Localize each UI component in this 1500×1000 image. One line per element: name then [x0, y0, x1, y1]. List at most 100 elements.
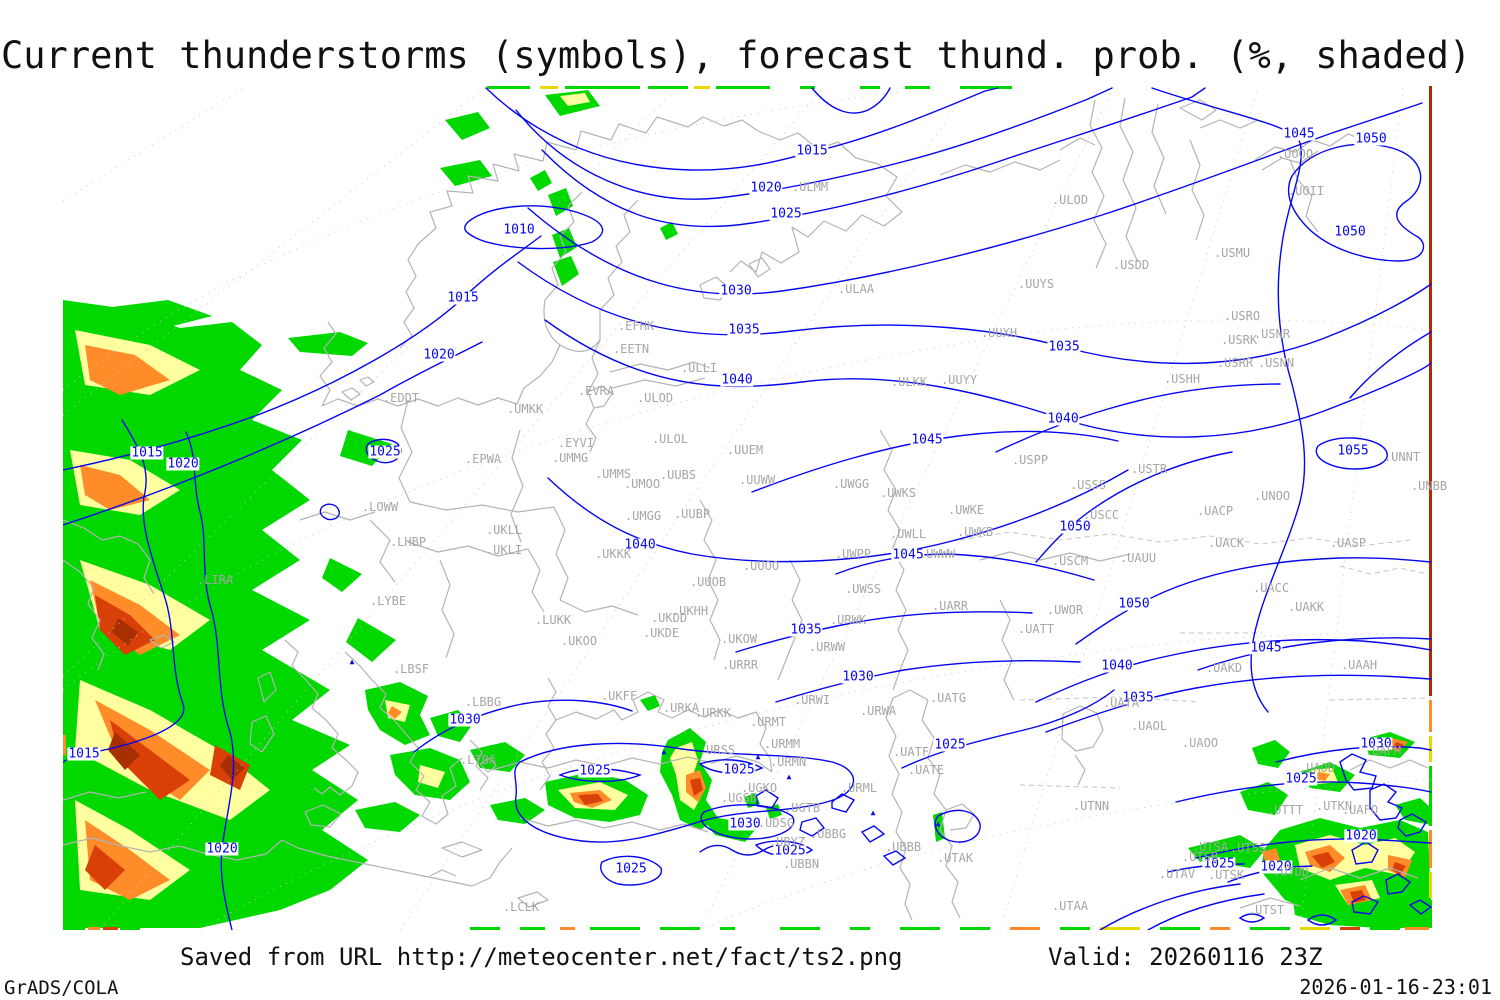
thunderstorm-symbol: ▲: [786, 772, 792, 781]
isobar-label: 1020: [422, 347, 456, 363]
station-label: .LUKK: [534, 613, 572, 627]
station-label: .UWPP: [834, 547, 872, 561]
station-label: .USDD: [1112, 258, 1150, 272]
station-label: .EETN: [612, 342, 650, 356]
station-label: .URMT: [749, 715, 787, 729]
station-label: .UKOO: [560, 634, 598, 648]
station-label: .UTAK: [936, 851, 974, 865]
station-label: .UGTB: [783, 801, 821, 815]
station-label: .UUOO: [742, 559, 780, 573]
station-label: .UAUU: [1119, 551, 1157, 565]
grads-credit: GrADS/COLA: [4, 977, 119, 999]
station-label: .UGSB: [720, 791, 758, 805]
station-label: .UUYY: [940, 373, 978, 387]
station-label: .EVRA: [577, 384, 615, 398]
isobar-label: 1025: [1284, 771, 1318, 787]
isobar-label: 1040: [720, 372, 754, 388]
station-label: .UUBP: [673, 507, 711, 521]
station-label: .UTST: [1247, 903, 1285, 917]
isobar-label: 1040: [1046, 411, 1080, 427]
station-label: .UUBS: [659, 468, 697, 482]
station-label: .UKHH: [671, 604, 709, 618]
station-label: .UWGG: [832, 477, 870, 491]
isobar-label: 1035: [1047, 339, 1081, 355]
station-label: .URKK: [694, 706, 732, 720]
isobar-label: 1035: [727, 322, 761, 338]
isobar-label: 1050: [1117, 596, 1151, 612]
station-label: .URMM: [763, 737, 801, 751]
station-label: .UBBG: [809, 827, 847, 841]
station-label: .URMN: [769, 755, 807, 769]
station-label: .UMOO: [623, 477, 661, 491]
isobar-label: 1015: [795, 143, 829, 159]
station-label: .UASP: [1329, 536, 1367, 550]
station-label: .UDSG: [757, 816, 795, 830]
footer-source-url: Saved from URL http://meteocenter.net/fa…: [180, 943, 903, 971]
station-label: .UWLL: [889, 527, 927, 541]
station-label: .URML: [840, 781, 878, 795]
station-label: .UWWW: [918, 547, 956, 561]
station-label: .UACC: [1252, 581, 1290, 595]
station-label: .LTBA: [459, 753, 497, 767]
isobar-label: 1035: [789, 622, 823, 638]
isobar-label: 1020: [749, 180, 783, 196]
station-label: .UTSS: [1229, 841, 1267, 855]
thunderstorm-symbol: ▲: [935, 819, 941, 828]
station-label: .UAOL: [1130, 719, 1168, 733]
station-label: .UAFO: [1341, 803, 1379, 817]
isobar-label: 1040: [623, 537, 657, 553]
station-label: .ULMM: [791, 180, 829, 194]
dashed-borders: [959, 531, 1432, 789]
station-label: .UBBB: [884, 840, 922, 854]
station-label: .URWI: [793, 693, 831, 707]
station-label: .UARR: [931, 599, 969, 613]
graticule: [63, 87, 1432, 930]
station-label: .ULAA: [837, 282, 875, 296]
station-label: .UTDD: [1272, 865, 1310, 879]
station-label: .UACK: [1207, 536, 1245, 550]
station-label: .UMGG: [624, 509, 662, 523]
isobar-label: 1020: [205, 841, 239, 857]
station-label: .EPWA: [464, 452, 502, 466]
station-label: .UATG: [929, 691, 967, 705]
station-label: .UKOW: [720, 632, 758, 646]
station-label: .UTAA: [1051, 899, 1089, 913]
station-label: .UKDD: [650, 611, 688, 625]
isobar-label: 1030: [841, 669, 875, 685]
station-label: .URWA: [859, 704, 897, 718]
isobar-label: 1030: [728, 816, 762, 832]
station-label: .ULOD: [1051, 193, 1089, 207]
station-label: .LBBG: [464, 695, 502, 709]
station-label: .UNOO: [1253, 489, 1291, 503]
isobar-label: 1025: [722, 762, 756, 778]
station-label: .UBBN: [782, 857, 820, 871]
station-label: .URKA: [662, 701, 700, 715]
station-label: .UAOO: [1181, 736, 1219, 750]
station-label: .ULOD: [636, 391, 674, 405]
isobar-label: 1025: [614, 861, 648, 877]
isobar-label: 1020: [1259, 859, 1293, 875]
station-label: .UKLL: [485, 523, 523, 537]
page-title: Current thunderstorms (symbols), forecas…: [1, 34, 1472, 77]
station-label: .USCM: [1051, 554, 1089, 568]
station-label: .UGKO: [740, 781, 778, 795]
station-label: .USRK: [1220, 333, 1258, 347]
station-label: .USNN: [1257, 356, 1295, 370]
isobar-label: 1030: [448, 712, 482, 728]
station-label: .UOII: [1287, 184, 1325, 198]
station-label: .UNNT: [1383, 450, 1421, 464]
coastlines: [63, 97, 1429, 921]
station-label: .UUOB: [689, 575, 727, 589]
station-label: .URRR: [721, 658, 759, 672]
station-label: .USMU: [1213, 246, 1251, 260]
station-label: .UTNN: [1072, 799, 1110, 813]
station-label: .EFHK: [617, 319, 655, 333]
station-label: .URSS: [698, 743, 736, 757]
isobar-label: 1025: [1202, 856, 1236, 872]
station-label: .UKDE: [642, 626, 680, 640]
station-label: .USSS: [1069, 478, 1107, 492]
station-label: .UUYS: [1017, 277, 1055, 291]
station-label: .EDDT: [382, 391, 420, 405]
isobar-label: 1040: [1100, 658, 1134, 674]
